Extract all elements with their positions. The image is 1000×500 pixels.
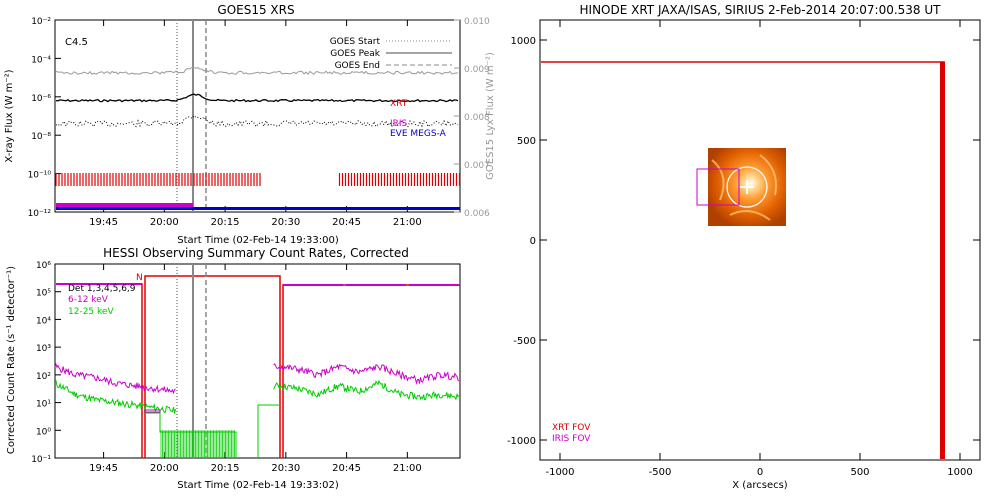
hessi-title: HESSI Observing Summary Count Rates, Cor… bbox=[103, 246, 409, 260]
hessi-12-25kev-curve bbox=[54, 379, 460, 414]
hessi-panel: HESSI Observing Summary Count Rates, Cor… bbox=[6, 246, 461, 491]
flare-class-label: C4.5 bbox=[65, 37, 88, 48]
y-tick-label: 10⁰ bbox=[36, 427, 51, 437]
x-tick-label: 21:00 bbox=[393, 217, 422, 228]
x-tick-label: 20:45 bbox=[332, 217, 361, 228]
y-tick-label: 10⁻¹⁰ bbox=[28, 171, 52, 181]
y-tick-label: 10³ bbox=[36, 344, 51, 354]
x-tick-label: 20:30 bbox=[271, 217, 300, 228]
hinode-x-ticks: -1000 -500 0 500 1000 bbox=[545, 20, 973, 478]
hessi-y-label: Corrected Count Rate (s⁻¹ detector⁻¹) bbox=[6, 266, 17, 454]
goes-y-label-right: GOES15 Lyx Flux (W m⁻²) bbox=[485, 52, 496, 180]
lyman-alpha-curve bbox=[55, 67, 459, 75]
night-label: N bbox=[136, 273, 143, 283]
iris-coverage-bar bbox=[56, 203, 193, 207]
hessi-green-step bbox=[144, 404, 280, 458]
hessi-legend-6-12: 6-12 keV bbox=[68, 295, 109, 305]
y-tick-label-right: 0.010 bbox=[464, 17, 490, 27]
eve-instrument-label: EVE MEGS-A bbox=[390, 129, 447, 139]
goes-y-ticks: 10⁻¹² 10⁻¹⁰ 10⁻⁸ 10⁻⁶ 10⁻⁴ 10⁻² bbox=[28, 17, 61, 219]
goes-legend: GOES Start GOES Peak GOES End bbox=[330, 37, 452, 71]
y-tick-label: 500 bbox=[517, 136, 536, 147]
hinode-legend-xrt: XRT FOV bbox=[552, 423, 591, 433]
hessi-legend-det: Det 1,3,4,5,6,9 bbox=[68, 284, 136, 294]
y-tick-label: 10⁴ bbox=[36, 316, 51, 326]
goes-panel: GOES15 XRS X-ray Flux (W m⁻²) GOES15 Lyx… bbox=[4, 3, 496, 246]
y-tick-label-right: 0.007 bbox=[464, 161, 490, 171]
hessi-12-25kev-noise bbox=[144, 404, 280, 458]
flare-circle bbox=[726, 166, 768, 208]
x-tick-label: 20:00 bbox=[150, 463, 179, 474]
y-tick-label: 10⁻¹ bbox=[31, 455, 51, 465]
xrt-instrument-label: XRT bbox=[390, 99, 408, 109]
y-tick-label: 0 bbox=[530, 236, 536, 247]
goes-title: GOES15 XRS bbox=[217, 3, 294, 17]
iris-fov-outline bbox=[696, 168, 740, 206]
y-tick-label: 10¹ bbox=[36, 400, 51, 410]
xrt-coverage-bars bbox=[55, 173, 461, 186]
hessi-y-ticks: 10⁻¹ 10⁰ 10¹ 10² 10³ 10⁴ 10⁵ 10⁶ bbox=[31, 261, 61, 465]
goes-x-ticks: 19:45 20:00 20:15 20:30 20:45 21:00 bbox=[89, 20, 422, 228]
eve-coverage-bar bbox=[56, 207, 460, 210]
x-tick-label: -500 bbox=[649, 467, 672, 478]
legend-goes-start: GOES Start bbox=[330, 37, 381, 47]
x-tick-label: 21:00 bbox=[393, 463, 422, 474]
x-tick-label: 20:45 bbox=[332, 463, 361, 474]
y-tick-label-right: 0.006 bbox=[464, 209, 490, 219]
x-tick-label: 20:30 bbox=[271, 463, 300, 474]
hinode-y-ticks: -1000 -500 0 500 1000 bbox=[507, 36, 980, 447]
x-tick-label: 500 bbox=[850, 467, 869, 478]
y-tick-label: -1000 bbox=[507, 436, 536, 447]
y-tick-label: 10⁵ bbox=[36, 289, 51, 299]
y-tick-label: 10⁶ bbox=[36, 261, 51, 271]
hinode-plot-frame bbox=[539, 19, 981, 461]
y-tick-label: 10⁻² bbox=[31, 17, 51, 27]
x-tick-label: 1000 bbox=[947, 467, 972, 478]
goes-y-ticks-right: 0.006 0.007 0.008 0.009 0.010 bbox=[454, 17, 490, 219]
hinode-x-label: X (arcsecs) bbox=[732, 480, 788, 491]
x-tick-label: 20:00 bbox=[150, 217, 179, 228]
legend-goes-peak: GOES Peak bbox=[330, 49, 380, 59]
flare-marker bbox=[740, 180, 754, 194]
hinode-title: HINODE XRT JAXA/ISAS, SIRIUS 2-Feb-2014 … bbox=[580, 3, 942, 17]
y-tick-label: 10² bbox=[36, 372, 51, 382]
y-tick-label: -500 bbox=[513, 336, 536, 347]
x-tick-label: 19:45 bbox=[89, 217, 118, 228]
x-tick-label: 20:15 bbox=[211, 217, 240, 228]
coronal-loops bbox=[711, 154, 777, 221]
hinode-panel: HINODE XRT JAXA/ISAS, SIRIUS 2-Feb-2014 … bbox=[507, 3, 981, 491]
x-tick-label: 0 bbox=[757, 467, 763, 478]
hessi-x-label: Start Time (02-Feb-14 19:33:02) bbox=[177, 480, 339, 491]
x-tick-label: -1000 bbox=[545, 467, 574, 478]
hessi-6-12kev-curve bbox=[54, 362, 460, 395]
x-tick-label: 19:45 bbox=[89, 463, 118, 474]
goes-x-label: Start Time (02-Feb-14 19:33:00) bbox=[177, 235, 339, 246]
y-tick-label-right: 0.009 bbox=[464, 65, 490, 75]
y-tick-label-right: 0.008 bbox=[464, 113, 490, 123]
hessi-legend-12-25: 12-25 keV bbox=[68, 307, 114, 317]
y-tick-label: 1000 bbox=[511, 36, 536, 47]
y-tick-label: 10⁻⁴ bbox=[31, 55, 51, 65]
xrt-fov-outline bbox=[541, 61, 945, 459]
iris-instrument-label: IRIS bbox=[390, 119, 408, 129]
xrt-fov-edge bbox=[940, 62, 945, 459]
legend-goes-end: GOES End bbox=[335, 61, 380, 71]
hinode-legend-iris: IRIS FOV bbox=[552, 434, 591, 444]
hessi-low-segment bbox=[144, 409, 161, 413]
y-tick-label: 10⁻⁸ bbox=[31, 132, 51, 142]
x-tick-label: 20:15 bbox=[211, 463, 240, 474]
y-tick-label: 10⁻⁶ bbox=[31, 94, 51, 104]
goes-long-curve bbox=[55, 93, 459, 103]
goes-short-curve bbox=[55, 114, 459, 128]
goes-y-label: X-ray Flux (W m⁻²) bbox=[4, 69, 15, 162]
y-tick-label: 10⁻¹² bbox=[28, 209, 52, 219]
